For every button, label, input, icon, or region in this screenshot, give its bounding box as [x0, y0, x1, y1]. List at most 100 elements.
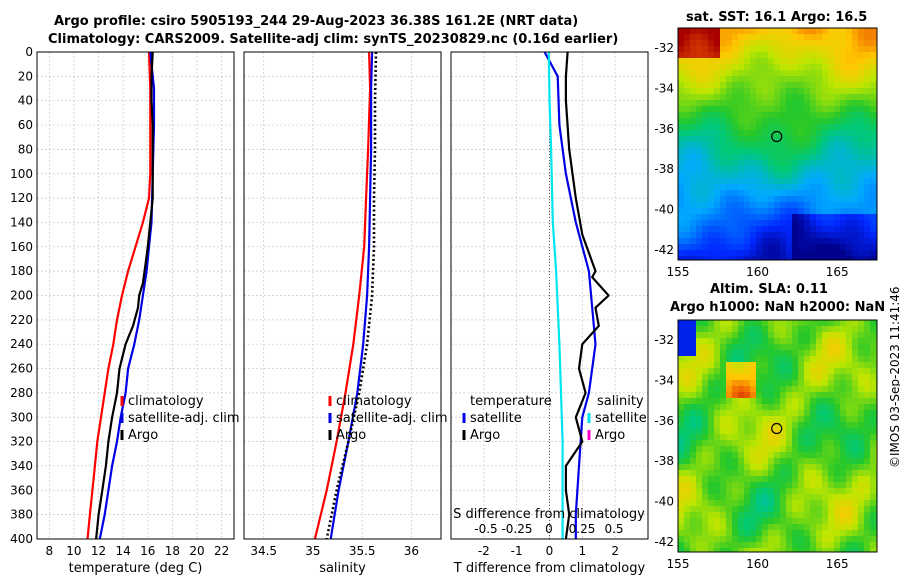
map-cell: [864, 220, 871, 227]
map-cell: [768, 464, 775, 471]
map-cell: [720, 410, 727, 417]
map-cell: [798, 214, 805, 221]
map-cell: [846, 380, 853, 387]
map-cell: [690, 452, 697, 459]
map-cell: [744, 160, 751, 167]
map-cell: [780, 160, 787, 167]
map-cell: [696, 154, 703, 161]
map-cell: [792, 386, 799, 393]
map-cell: [720, 548, 727, 553]
map-cell: [762, 464, 769, 471]
map-cell: [768, 488, 775, 495]
map-cell: [852, 452, 859, 459]
map-cell: [822, 350, 829, 357]
map-cell: [732, 488, 739, 495]
map-cell: [852, 160, 859, 167]
map-cell: [846, 52, 853, 59]
map-cell: [726, 250, 733, 257]
map-cell: [780, 350, 787, 357]
map-cell: [870, 380, 877, 387]
map-cell: [732, 232, 739, 239]
map-cell: [696, 416, 703, 423]
map-cell: [774, 160, 781, 167]
y-tick-label: 0: [25, 45, 33, 59]
map-cell: [846, 148, 853, 155]
x-tick-label: 8: [45, 544, 53, 558]
map-cell: [726, 178, 733, 185]
map-cell: [714, 386, 721, 393]
map-cell: [768, 470, 775, 477]
map-cell: [708, 536, 715, 543]
map-cell: [792, 464, 799, 471]
map-cell: [696, 500, 703, 507]
map-cell: [816, 160, 823, 167]
map-cell: [852, 250, 859, 257]
series-line-argo: [325, 51, 378, 540]
map-cell: [870, 82, 877, 89]
map-cell: [858, 470, 865, 477]
map-cell: [720, 40, 727, 47]
map-cell: [864, 344, 871, 351]
map-cell: [804, 512, 811, 519]
map-cell: [756, 338, 763, 345]
map-cell: [726, 500, 733, 507]
map-cell: [732, 40, 739, 47]
map-cell: [756, 244, 763, 251]
map-cell: [798, 256, 805, 261]
map-cell: [762, 226, 769, 233]
map-cell: [738, 82, 745, 89]
map-cell: [714, 244, 721, 251]
map-cell: [870, 76, 877, 83]
map-cell: [864, 82, 871, 89]
map-cell: [690, 124, 697, 131]
map-cell: [804, 196, 811, 203]
map-cell: [714, 326, 721, 333]
map-cell: [834, 530, 841, 537]
map-cell: [762, 40, 769, 47]
map-cell: [684, 130, 691, 137]
map-cell: [858, 238, 865, 245]
map-cell: [720, 404, 727, 411]
map-cell: [792, 184, 799, 191]
map-cell: [780, 172, 787, 179]
map-cell: [804, 542, 811, 549]
map-cell: [834, 160, 841, 167]
map-cell: [864, 338, 871, 345]
map-cell: [720, 250, 727, 257]
map-cell: [750, 500, 757, 507]
map-cell: [762, 542, 769, 549]
map-cell: [858, 362, 865, 369]
map-cell: [834, 100, 841, 107]
map-cell: [840, 124, 847, 131]
map-cell: [726, 190, 733, 197]
map-cell: [732, 142, 739, 149]
map-cell: [828, 220, 835, 227]
map-cell: [834, 154, 841, 161]
map-cell: [696, 452, 703, 459]
map-cell: [780, 106, 787, 113]
map-cell: [792, 88, 799, 95]
y-tick-label: 300: [10, 410, 33, 424]
x-tick-label: 12: [91, 544, 106, 558]
map-cell: [816, 512, 823, 519]
map-cell: [756, 416, 763, 423]
map-cell: [822, 518, 829, 525]
map-cell: [780, 82, 787, 89]
map-cell: [846, 356, 853, 363]
map-cell: [756, 196, 763, 203]
map-cell: [840, 58, 847, 65]
argo-position-marker: [771, 422, 783, 435]
map-cell: [810, 124, 817, 131]
map-cell: [870, 136, 877, 143]
map-cell: [732, 124, 739, 131]
map-cell: [846, 34, 853, 41]
map-cell: [726, 208, 733, 215]
map-cell: [762, 386, 769, 393]
map-cell: [822, 148, 829, 155]
map-cell: [726, 52, 733, 59]
map-cell: [810, 232, 817, 239]
map-cell: [756, 190, 763, 197]
map-cell: [774, 458, 781, 465]
map-cell: [714, 154, 721, 161]
map-cell: [798, 446, 805, 453]
